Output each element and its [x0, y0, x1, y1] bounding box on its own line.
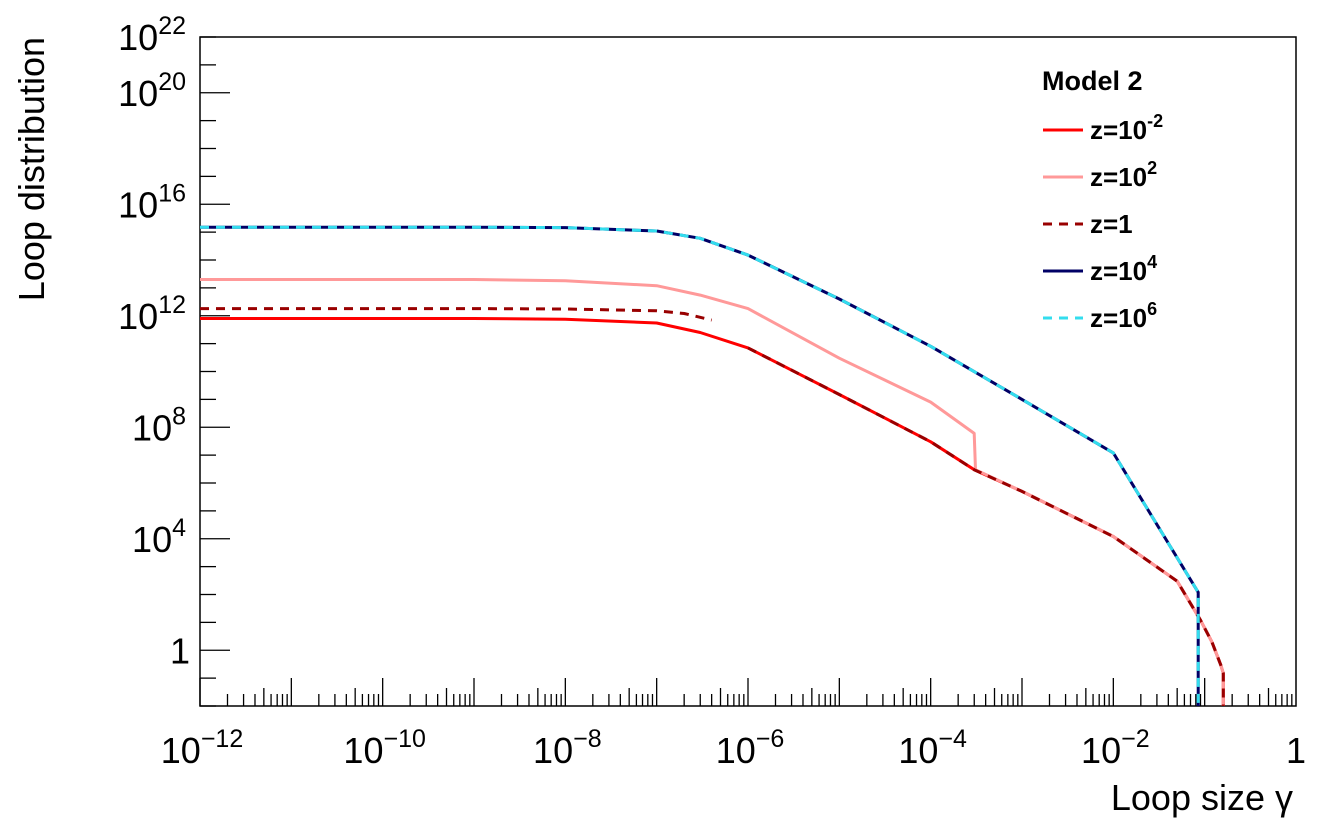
legend-entry: z=104	[1090, 252, 1157, 286]
y-tick-label: 1020	[118, 68, 186, 114]
y-tick-label: 1016	[118, 179, 186, 225]
legend-entry: z=10-2	[1090, 111, 1163, 145]
series-line	[200, 307, 713, 322]
legend-entry: z=102	[1090, 158, 1157, 192]
y-axis-title: Loop distribution	[11, 37, 52, 301]
series-line	[200, 317, 1225, 706]
series-line	[747, 346, 1225, 706]
x-tick-label: 10−4	[898, 725, 967, 771]
x-tick-label: 10−8	[533, 725, 602, 771]
x-tick-label: 10−2	[1081, 725, 1150, 771]
y-tick-label: 108	[132, 402, 186, 448]
legend-entry: z=1	[1090, 209, 1133, 239]
y-tick-label: 104	[132, 514, 186, 560]
tick-labels: 10−12 10−10 10−8 10−6 10−4 10−2 1 1 104 108 1012 10…	[118, 12, 1306, 771]
series-line	[200, 225, 1200, 706]
series-line	[200, 225, 1200, 706]
series-lines	[200, 225, 1225, 706]
x-tick-label: 1	[1286, 730, 1306, 771]
legend: Model 2 z=10-2 z=102 z=1 z=104 z=106	[1042, 66, 1163, 333]
x-tick-label: 10−10	[343, 725, 425, 771]
y-tick-label: 1022	[118, 12, 186, 58]
axis-ticks	[199, 36, 1293, 707]
x-tick-label: 10−12	[161, 725, 243, 771]
series-line	[200, 278, 1225, 706]
legend-title: Model 2	[1042, 66, 1143, 96]
x-tick-label: 10−6	[716, 725, 785, 771]
y-tick-label: 1	[170, 630, 190, 671]
y-tick-label: 1012	[118, 291, 186, 337]
legend-entry: z=106	[1090, 299, 1157, 333]
x-axis-title: Loop size γ	[1111, 777, 1293, 818]
